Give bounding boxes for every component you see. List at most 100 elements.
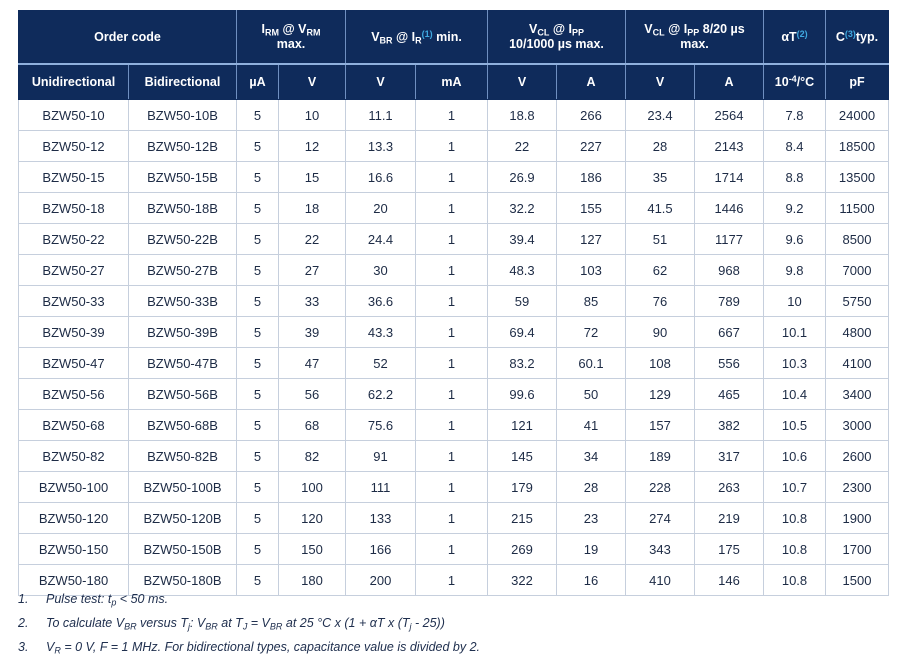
cell-bidirectional: BZW50-150B (128, 533, 237, 565)
cell-bidirectional: BZW50-100B (128, 471, 237, 503)
table-cell: 8500 (825, 223, 889, 255)
table-cell: 108 (625, 347, 695, 379)
table-cell: 10 (763, 285, 826, 317)
table-cell: 1900 (825, 502, 889, 534)
sub-pp-1: PP (571, 27, 584, 38)
table-cell: 5 (236, 347, 279, 379)
header-capacitance: C(3)typ. (825, 10, 889, 65)
table-cell: 150 (278, 533, 346, 565)
header-alpha-t: αT(2) (763, 10, 826, 65)
table-cell: 133 (345, 502, 416, 534)
table-cell: 68 (278, 409, 346, 441)
table-row: BZW50-68 BZW50-68B 5 68 75.6 1 121 41 157 382 10.5… (18, 409, 889, 441)
table-cell: 5 (236, 192, 279, 224)
footnote-ref-1[interactable]: (1) (421, 28, 433, 39)
table-cell: 85 (556, 285, 626, 317)
table-cell: 227 (556, 130, 626, 162)
cell-unidirectional: BZW50-18 (18, 192, 129, 224)
table-cell: 200 (345, 564, 416, 596)
table-cell: 1 (415, 502, 488, 534)
table-row: BZW50-120 BZW50-120B 5 120 133 1 215 23 274 219 10… (18, 502, 889, 534)
table-cell: 69.4 (487, 316, 557, 348)
table-cell: 8.4 (763, 130, 826, 162)
table-cell: 121 (487, 409, 557, 441)
table-row: BZW50-100 BZW50-100B 5 100 111 1 179 28 228 263 10… (18, 471, 889, 503)
footnote-ref-2[interactable]: (2) (796, 28, 808, 39)
header-bidirectional: Bidirectional (128, 64, 237, 100)
table-cell: 1714 (694, 161, 764, 193)
cell-bidirectional: BZW50-33B (128, 285, 237, 317)
cell-bidirectional: BZW50-56B (128, 378, 237, 410)
table-cell: 62 (625, 254, 695, 286)
table-cell: 15 (278, 161, 346, 193)
table-cell: 5 (236, 409, 279, 441)
table-cell: 83.2 (487, 347, 557, 379)
cell-unidirectional: BZW50-180 (18, 564, 129, 596)
header-irm-vrm: IRM @ VRM max. (236, 10, 346, 65)
table-cell: 10.8 (763, 533, 826, 565)
table-cell: 51 (625, 223, 695, 255)
cell-unidirectional: BZW50-47 (18, 347, 129, 379)
table-cell: 5 (236, 471, 279, 503)
header-unit-alpha-t: 10-4/°C (763, 64, 826, 100)
table-cell: 1 (415, 378, 488, 410)
header-unit-irm: µA (236, 64, 279, 100)
table-row: BZW50-22 BZW50-22B 5 22 24.4 1 39.4 127 51 1177 9.… (18, 223, 889, 255)
table-cell: 5 (236, 378, 279, 410)
table-cell: 10 (278, 99, 346, 131)
table-cell: 269 (487, 533, 557, 565)
cell-unidirectional: BZW50-150 (18, 533, 129, 565)
table-cell: 343 (625, 533, 695, 565)
table-cell: 2564 (694, 99, 764, 131)
sub-r: R (415, 34, 422, 45)
table-cell: 60.1 (556, 347, 626, 379)
table-cell: 9.2 (763, 192, 826, 224)
cell-unidirectional: BZW50-33 (18, 285, 129, 317)
table-cell: 28 (625, 130, 695, 162)
footnote-ref-3[interactable]: (3) (844, 28, 856, 39)
table-cell: 5 (236, 130, 279, 162)
cell-unidirectional: BZW50-56 (18, 378, 129, 410)
table-cell: 219 (694, 502, 764, 534)
spec-table-container: Order code IRM @ VRM max. VBR @ IR(1) mi… (18, 10, 889, 596)
header-vcl-ipp-10-1000: VCL @ IPP 10/1000 µs max. (487, 10, 626, 65)
table-cell: 166 (345, 533, 416, 565)
table-cell: 1500 (825, 564, 889, 596)
table-cell: 5 (236, 564, 279, 596)
table-cell: 120 (278, 502, 346, 534)
table-cell: 1 (415, 471, 488, 503)
table-cell: 23 (556, 502, 626, 534)
table-cell: 410 (625, 564, 695, 596)
sub-rm-2: RM (306, 27, 321, 38)
table-cell: 56 (278, 378, 346, 410)
footnote-number: 1. (18, 592, 29, 606)
header-unit-ir: mA (415, 64, 488, 100)
table-cell: 43.3 (345, 316, 416, 348)
table-cell: 145 (487, 440, 557, 472)
table-cell: 2300 (825, 471, 889, 503)
table-cell: 5 (236, 440, 279, 472)
table-cell: 317 (694, 440, 764, 472)
table-row: BZW50-33 BZW50-33B 5 33 36.6 1 59 85 76 789 10 5750 (18, 285, 889, 317)
cell-bidirectional: BZW50-18B (128, 192, 237, 224)
table-cell: 1177 (694, 223, 764, 255)
table-cell: 16.6 (345, 161, 416, 193)
table-cell: 10.4 (763, 378, 826, 410)
cell-bidirectional: BZW50-39B (128, 316, 237, 348)
table-cell: 175 (694, 533, 764, 565)
table-cell: 72 (556, 316, 626, 348)
table-cell: 90 (625, 316, 695, 348)
header-vcl-ipp-8-20: VCL @ IPP 8/20 µs max. (625, 10, 764, 65)
table-cell: 10.1 (763, 316, 826, 348)
header-unit-vcl1-a: A (556, 64, 626, 100)
table-cell: 129 (625, 378, 695, 410)
table-cell: 75.6 (345, 409, 416, 441)
table-cell: 1 (415, 192, 488, 224)
table-cell: 41.5 (625, 192, 695, 224)
sub-cl-1: CL (537, 27, 550, 38)
table-cell: 180 (278, 564, 346, 596)
cell-unidirectional: BZW50-120 (18, 502, 129, 534)
table-cell: 52 (345, 347, 416, 379)
table-cell: 228 (625, 471, 695, 503)
table-cell: 13.3 (345, 130, 416, 162)
